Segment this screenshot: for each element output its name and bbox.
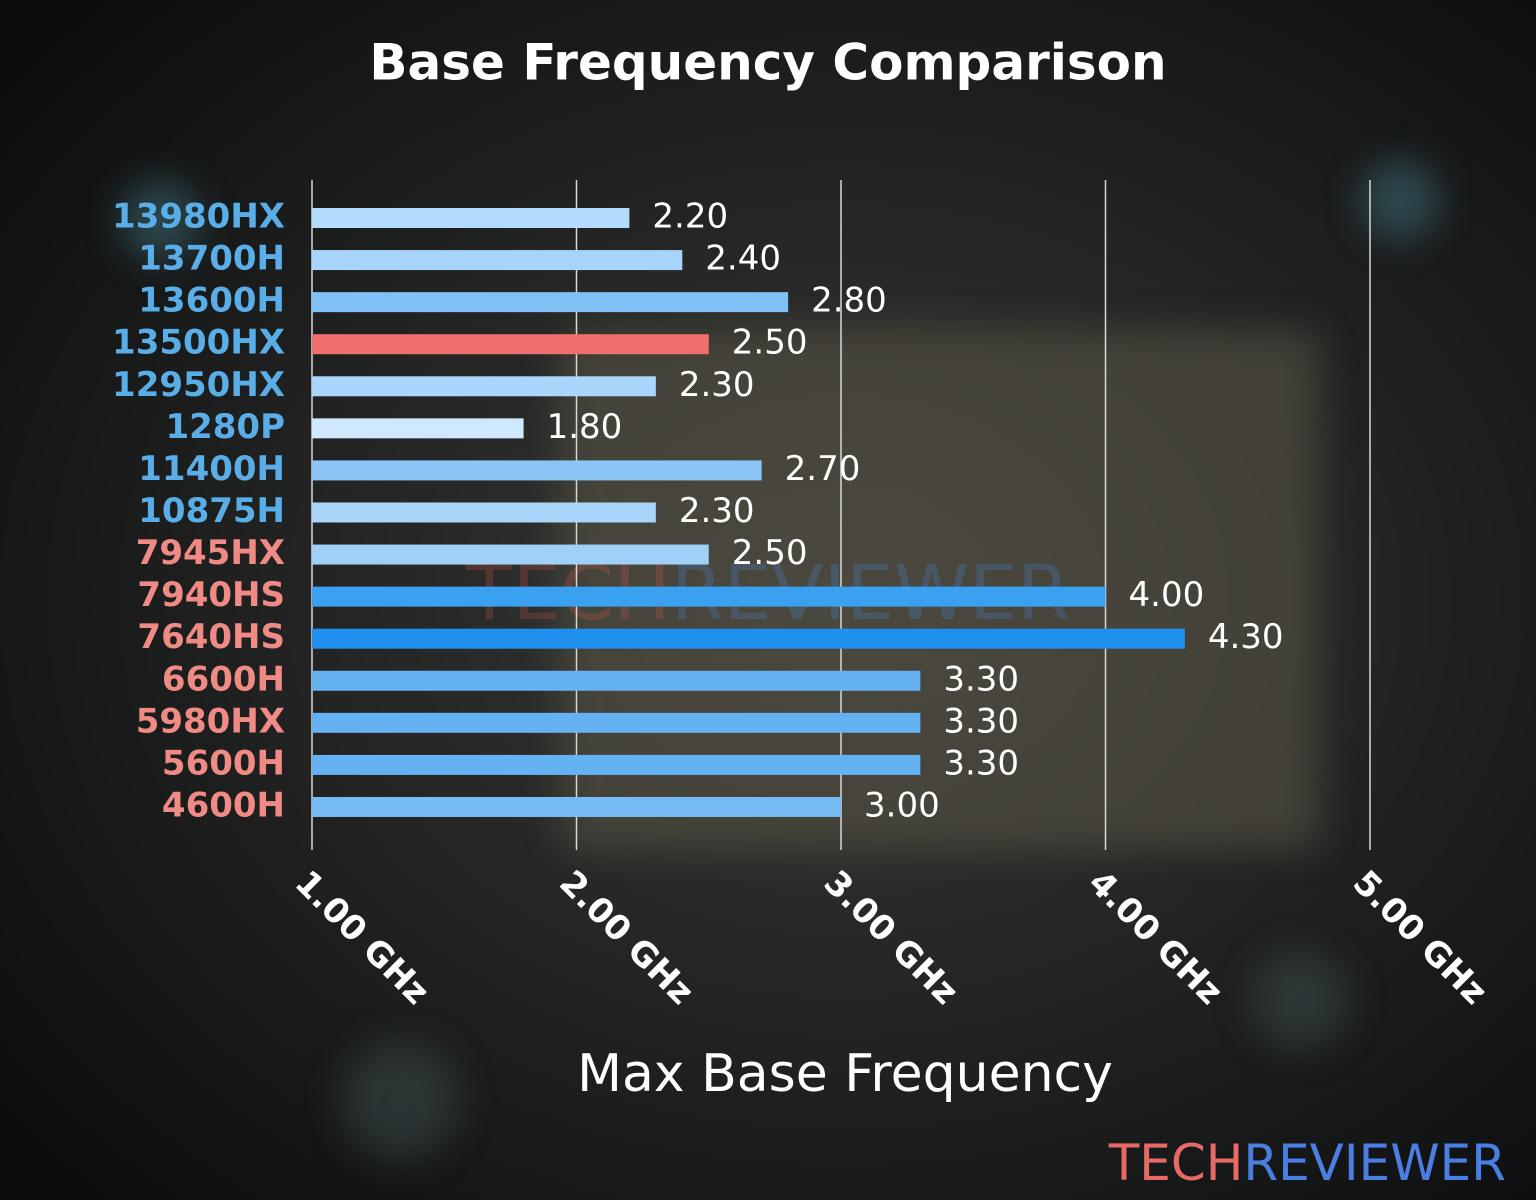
chart-title: Base Frequency Comparison — [369, 34, 1166, 92]
y-tick-label: 13700H — [138, 239, 285, 279]
bar — [312, 208, 630, 228]
bar — [312, 334, 709, 355]
bar — [312, 292, 789, 313]
y-tick-label: 13980HX — [112, 197, 285, 237]
value-label: 4.30 — [1208, 617, 1284, 657]
bar — [312, 628, 1185, 649]
y-tick-label: 4600H — [162, 785, 285, 825]
y-tick-label: 13500HX — [112, 323, 285, 363]
value-label: 2.40 — [705, 239, 781, 279]
value-label: 2.20 — [652, 197, 728, 237]
watermark-part: REVIEWER — [1243, 1134, 1506, 1192]
bar — [312, 418, 524, 439]
bar — [312, 460, 762, 481]
y-tick-label: 1280P — [165, 407, 285, 447]
bar — [312, 586, 1106, 607]
value-label: 2.30 — [679, 491, 755, 531]
value-label: 2.80 — [811, 281, 887, 321]
watermark: TECHREVIEWER — [1108, 1134, 1506, 1192]
value-label: 3.30 — [943, 743, 1019, 783]
bar — [312, 544, 709, 565]
value-label: 3.30 — [943, 701, 1019, 741]
value-label: 1.80 — [547, 407, 623, 447]
bar — [312, 796, 841, 817]
value-label: 2.70 — [785, 449, 861, 489]
bar — [312, 754, 921, 775]
bar — [312, 502, 656, 523]
y-tick-label: 12950HX — [112, 365, 285, 405]
x-axis-label: Max Base Frequency — [577, 1044, 1113, 1104]
y-tick-label: 7945HX — [136, 533, 285, 573]
value-label: 2.30 — [679, 365, 755, 405]
value-label: 2.50 — [732, 533, 808, 573]
y-tick-label: 10875H — [138, 491, 285, 531]
y-tick-label: 6600H — [162, 659, 285, 699]
bar — [312, 712, 921, 733]
y-tick-label: 13600H — [138, 281, 285, 321]
bar — [312, 670, 921, 691]
y-tick-label: 7940HS — [137, 575, 285, 615]
bar — [312, 250, 683, 271]
watermark-part: TECH — [1108, 1134, 1244, 1192]
value-label: 3.30 — [943, 659, 1019, 699]
y-tick-label: 7640HS — [137, 617, 285, 657]
bar — [312, 376, 656, 397]
value-label: 4.00 — [1129, 575, 1205, 615]
value-label: 3.00 — [864, 785, 940, 825]
value-label: 2.50 — [732, 323, 808, 363]
y-tick-label: 5980HX — [136, 701, 285, 741]
y-tick-label: 5600H — [162, 743, 285, 783]
y-tick-label: 11400H — [138, 449, 285, 489]
